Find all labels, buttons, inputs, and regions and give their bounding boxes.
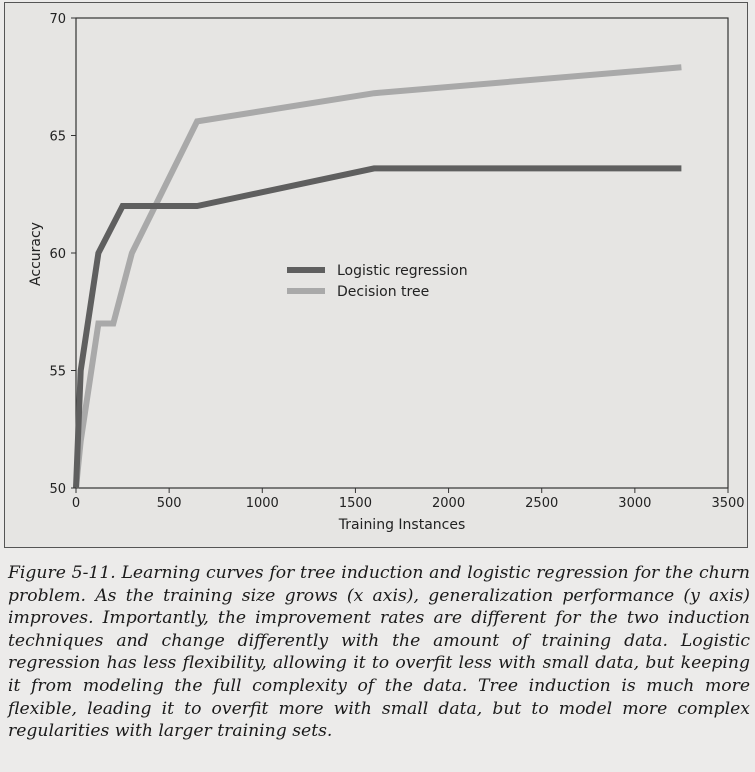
y-tick-label: 65 [49,130,66,145]
x-tick-label: 1500 [339,496,372,511]
x-tick-label: 0 [72,496,80,511]
legend-label-1: Decision tree [337,284,429,300]
y-tick-label: 55 [49,365,66,380]
y-tick-label: 50 [49,482,66,497]
x-tick-label: 3000 [618,496,651,511]
series-line-0 [73,165,682,489]
learning-curve-chart: 0 500 1000 1500 2000 2500 3000 3500 50 55 60 65 70 L… [28,12,745,533]
x-tick-label: 3500 [711,496,744,511]
legend-label-0: Logistic regression [337,263,468,279]
x-tick-label: 500 [157,496,182,511]
figure-caption: Figure 5-11. Learning curves for tree in… [8,563,750,742]
y-tick-label: 60 [49,247,66,262]
series-line-1 [73,64,682,489]
x-tick-label: 2500 [525,496,558,511]
x-tick-label: 1000 [246,496,279,511]
y-tick-label: 70 [49,12,66,27]
x-tick-label: 2000 [432,496,465,511]
x-axis-title: Training Instances [338,517,466,533]
y-axis-title: Accuracy [28,222,44,286]
